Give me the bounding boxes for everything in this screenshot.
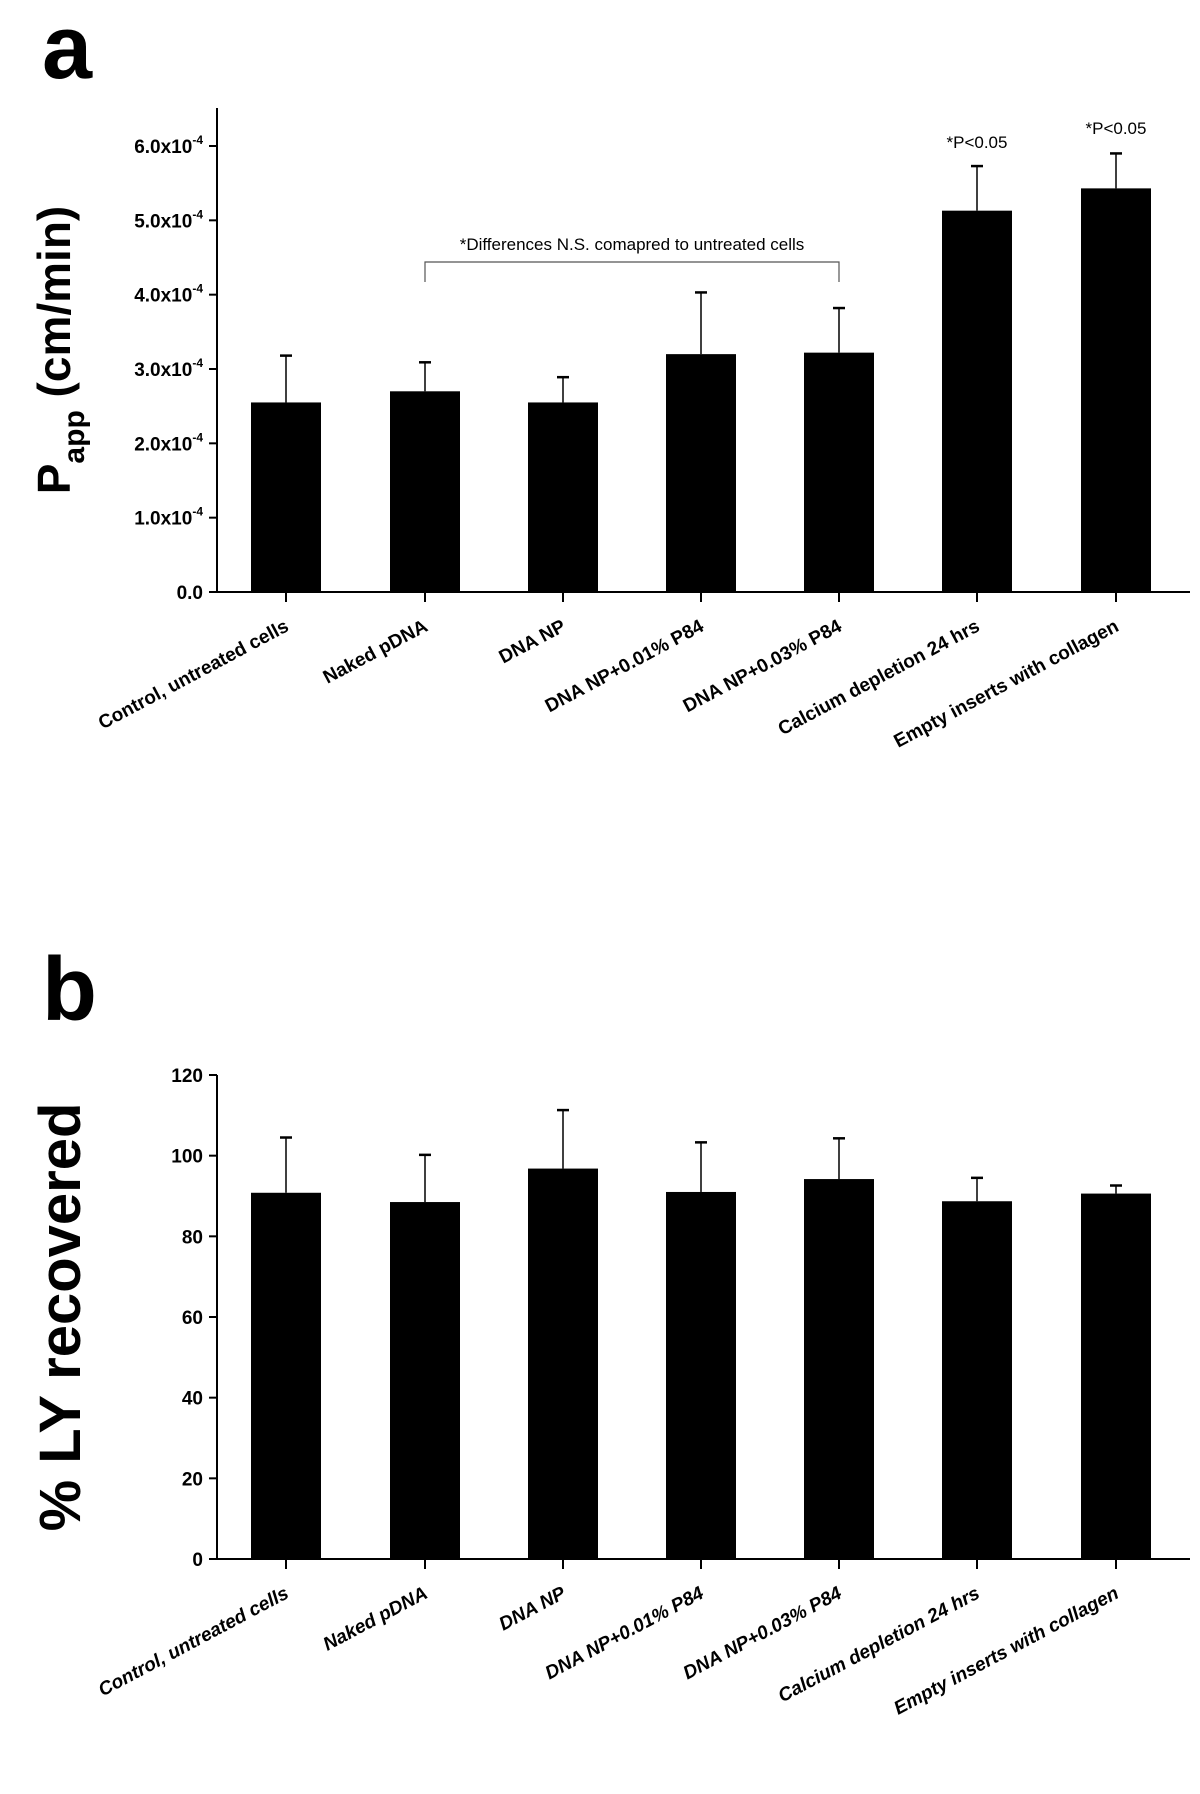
y-tick-label-base: 4.0x10 (134, 286, 192, 307)
y-axis-label-main: P (28, 464, 80, 495)
y-tick-label-base: 120 (171, 1066, 203, 1087)
y-axis-label: Papp (cm/min) (28, 206, 91, 495)
bar (804, 1179, 874, 1559)
bar (942, 210, 1012, 593)
y-axis-label-unit: (cm/min) (28, 206, 80, 410)
significance-label: *P<0.05 (947, 133, 1008, 152)
y-tick-label: 80 (182, 1227, 203, 1248)
y-tick-label-base: 6.0x10 (134, 137, 192, 158)
y-axis-label-subscript: app (58, 410, 91, 463)
bar (1081, 188, 1151, 592)
bar (942, 1201, 1012, 1559)
bar (251, 402, 321, 592)
x-tick-label: Empty inserts with collagen (891, 616, 1123, 753)
y-tick-label: 20 (182, 1469, 203, 1490)
bar (390, 1202, 460, 1559)
y-tick-label: 4.0x10-4 (134, 282, 203, 307)
x-tick-label: DNA NP (496, 1583, 570, 1636)
y-tick-label-base: 3.0x10 (134, 360, 192, 381)
bar (666, 1191, 736, 1559)
y-tick-label-exponent: -4 (192, 133, 203, 147)
y-tick-label: 100 (171, 1147, 203, 1168)
y-tick-label: 60 (182, 1308, 203, 1329)
x-tick-label: Control, untreated cells (95, 616, 292, 734)
y-tick-label-base: 5.0x10 (134, 211, 192, 232)
bracket-annotation: *Differences N.S. comapred to untreated … (460, 235, 805, 254)
y-tick-label-exponent: -4 (192, 282, 203, 296)
y-tick-label-exponent: -4 (192, 207, 203, 221)
y-tick-label-base: 1.0x10 (134, 509, 192, 530)
bar (804, 352, 874, 592)
x-tick-label: Naked pDNA (320, 1583, 431, 1656)
y-tick-label: 1.0x10-4 (134, 505, 203, 530)
y-tick-label: 120 (171, 1066, 203, 1087)
significance-label: *P<0.05 (1086, 119, 1147, 138)
panel-label: b (42, 940, 97, 1040)
y-tick-label: 2.0x10-4 (134, 430, 203, 455)
y-tick-label-exponent: -4 (192, 356, 203, 370)
x-tick-label: Naked pDNA (320, 616, 432, 689)
y-tick-label-base: 100 (171, 1147, 203, 1168)
y-tick-label-exponent: -4 (192, 505, 203, 519)
y-tick-label: 0 (192, 1550, 203, 1571)
y-tick-label-base: 60 (182, 1308, 203, 1329)
y-axis-label: % LY recovered (28, 1103, 93, 1532)
y-tick-label-base: 0 (192, 1550, 203, 1571)
significance-bracket (424, 261, 840, 282)
bar (251, 1192, 321, 1559)
y-tick-label: 0.0 (177, 583, 203, 604)
y-tick-label: 3.0x10-4 (134, 356, 203, 381)
y-tick-label-exponent: -4 (192, 430, 203, 444)
y-tick-label: 6.0x10-4 (134, 133, 203, 158)
x-tick-label: DNA NP (496, 616, 570, 669)
bar (528, 1168, 598, 1559)
y-tick-label-base: 80 (182, 1227, 203, 1248)
bar (390, 391, 460, 592)
y-tick-label-base: 2.0x10 (134, 434, 192, 455)
bar (528, 402, 598, 592)
x-tick-label: Control, untreated cells (95, 1583, 292, 1701)
y-tick-label: 5.0x10-4 (134, 207, 203, 232)
y-tick-label-base: 40 (182, 1389, 203, 1410)
y-tick-label-base: 0.0 (177, 583, 203, 604)
panel-label: a (42, 0, 93, 98)
y-tick-label: 40 (182, 1389, 203, 1410)
bar (666, 354, 736, 592)
bar (1081, 1193, 1151, 1559)
y-tick-label-base: 20 (182, 1469, 203, 1490)
x-tick-label: Empty inserts with collagen (891, 1583, 1123, 1720)
chart-panel-a: a0.01.0x10-42.0x10-43.0x10-44.0x10-45.0x… (28, 0, 1190, 752)
